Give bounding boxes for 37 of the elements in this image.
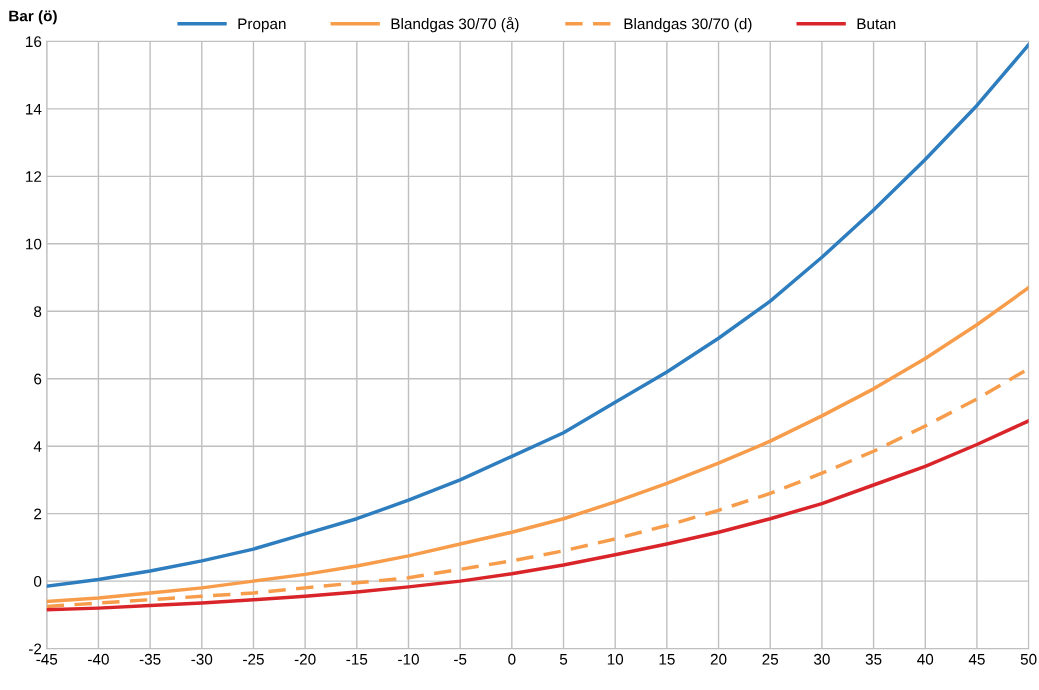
x-tick-label: -20 (294, 653, 316, 665)
x-tick-label: -35 (139, 653, 161, 665)
x-tick-label: 45 (968, 654, 985, 665)
x-tick-label: -45 (36, 654, 58, 665)
x-tick-label: -30 (191, 653, 213, 665)
x-tick-label: -10 (398, 653, 419, 665)
line-series (46, 285, 1029, 604)
legend-label: Propan (238, 18, 286, 33)
y-axis-title: Bar (ö) (9, 10, 57, 25)
x-tick-label: 5 (559, 654, 568, 665)
x-tick-label: -40 (88, 653, 109, 665)
x-tick-label: 15 (659, 654, 675, 665)
y-tick-label: 2 (34, 508, 42, 520)
y-tick-label: 8 (34, 306, 42, 317)
y-tick-label: 12 (26, 171, 42, 182)
x-tick-label: -25 (243, 653, 264, 665)
x-tick-label: 10 (607, 653, 624, 665)
legend-label: Blandgas 30/70 (å) (391, 16, 519, 33)
x-tick-label: -5 (454, 654, 467, 665)
legend-label: Butan (857, 18, 896, 30)
y-tick-label: 14 (26, 103, 42, 115)
x-tick-label: 20 (710, 653, 727, 665)
x-tick-label: 25 (762, 653, 779, 665)
y-tick-label: -2 (28, 643, 42, 655)
x-tick-label: 0 (508, 653, 516, 665)
line-series (46, 419, 1029, 612)
x-tick-label: 35 (865, 653, 882, 665)
y-tick-label: 6 (34, 373, 42, 385)
y-tick-label: 16 (26, 36, 42, 48)
x-tick-label: 50 (1020, 653, 1037, 665)
x-tick-label: 40 (917, 653, 934, 665)
x-tick-label: -15 (346, 654, 368, 665)
x-tick-label: 30 (813, 653, 830, 665)
legend-label: Blandgas 30/70 (d) (624, 17, 752, 33)
y-tick-label: 10 (26, 238, 42, 250)
y-tick-label: 4 (33, 441, 42, 452)
y-tick-label: 0 (33, 576, 42, 587)
